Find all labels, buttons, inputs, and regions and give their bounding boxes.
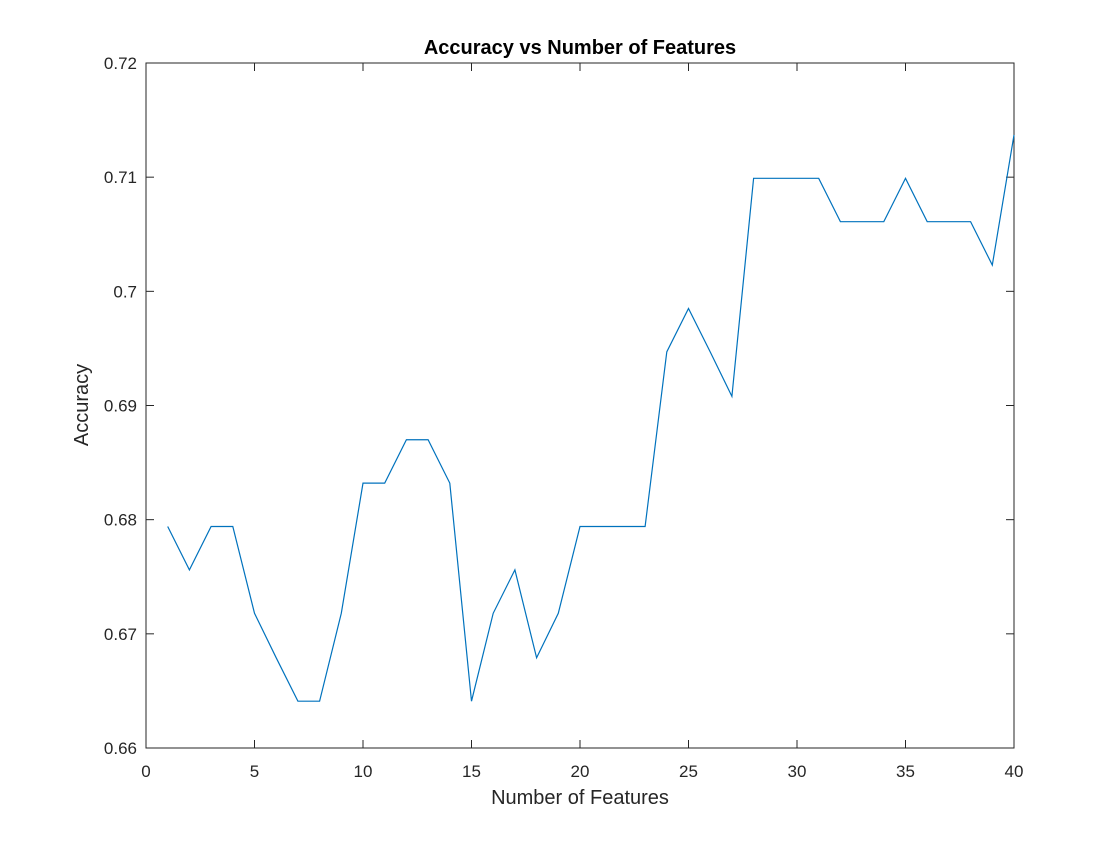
x-tick-label: 10 bbox=[354, 762, 373, 781]
y-tick-label: 0.7 bbox=[113, 282, 137, 301]
y-tick-label: 0.66 bbox=[104, 739, 137, 758]
plot-area: 0 5 10 15 20 25 30 35 40 0.66 0.67 0.68 0.69 0.7 0.71… bbox=[104, 54, 1024, 781]
x-tick-label: 35 bbox=[896, 762, 915, 781]
y-axis-label: Accuracy bbox=[71, 364, 93, 446]
x-tick-label: 30 bbox=[788, 762, 807, 781]
y-tick-label: 0.67 bbox=[104, 625, 137, 644]
y-axis: 0.66 0.67 0.68 0.69 0.7 0.71 0.72 bbox=[104, 54, 1014, 758]
x-tick-label: 40 bbox=[1005, 762, 1024, 781]
x-axis: 0 5 10 15 20 25 30 35 40 bbox=[141, 63, 1023, 781]
x-tick-label: 0 bbox=[141, 762, 150, 781]
series-layer bbox=[167, 134, 1015, 702]
y-tick-label: 0.68 bbox=[104, 511, 137, 530]
chart-title: Accuracy vs Number of Features bbox=[424, 37, 736, 59]
x-tick-label: 5 bbox=[250, 762, 259, 781]
y-tick-label: 0.71 bbox=[104, 168, 137, 187]
x-tick-label: 15 bbox=[462, 762, 481, 781]
y-tick-label: 0.72 bbox=[104, 54, 137, 73]
axes-box bbox=[145, 62, 1015, 749]
y-tick-label: 0.69 bbox=[104, 397, 137, 416]
accuracy-series-line bbox=[167, 134, 1015, 702]
x-axis-label: Number of Features bbox=[491, 787, 669, 809]
x-tick-label: 25 bbox=[679, 762, 698, 781]
x-tick-label: 20 bbox=[571, 762, 590, 781]
